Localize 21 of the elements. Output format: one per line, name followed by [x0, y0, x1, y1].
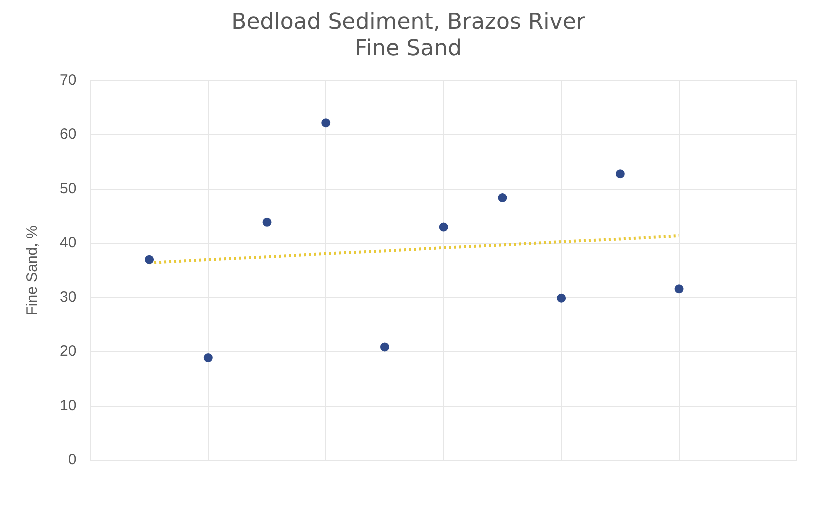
chart-title: Bedload Sediment, Brazos River	[232, 10, 586, 35]
y-tick-label: 40	[60, 234, 77, 252]
point	[439, 222, 448, 232]
chart-subtitle: Fine Sand	[355, 36, 462, 62]
y-tick-label: 20	[60, 343, 77, 360]
y-tick-label: 50	[60, 180, 77, 198]
point	[262, 218, 272, 227]
point	[498, 193, 508, 202]
y-tick-label: 30	[60, 288, 77, 306]
y-tick-label: 70	[60, 72, 77, 89]
point	[322, 118, 331, 128]
y-tick-label: 0	[68, 452, 77, 469]
point	[557, 294, 566, 303]
point	[674, 284, 684, 294]
y-tick-label: 10	[60, 397, 77, 414]
point	[204, 354, 213, 363]
point	[616, 170, 625, 179]
point	[380, 342, 390, 352]
y-tick-label: 60	[60, 126, 77, 144]
point	[145, 255, 154, 264]
y-axis-title: Fine Sand, %	[24, 226, 42, 316]
